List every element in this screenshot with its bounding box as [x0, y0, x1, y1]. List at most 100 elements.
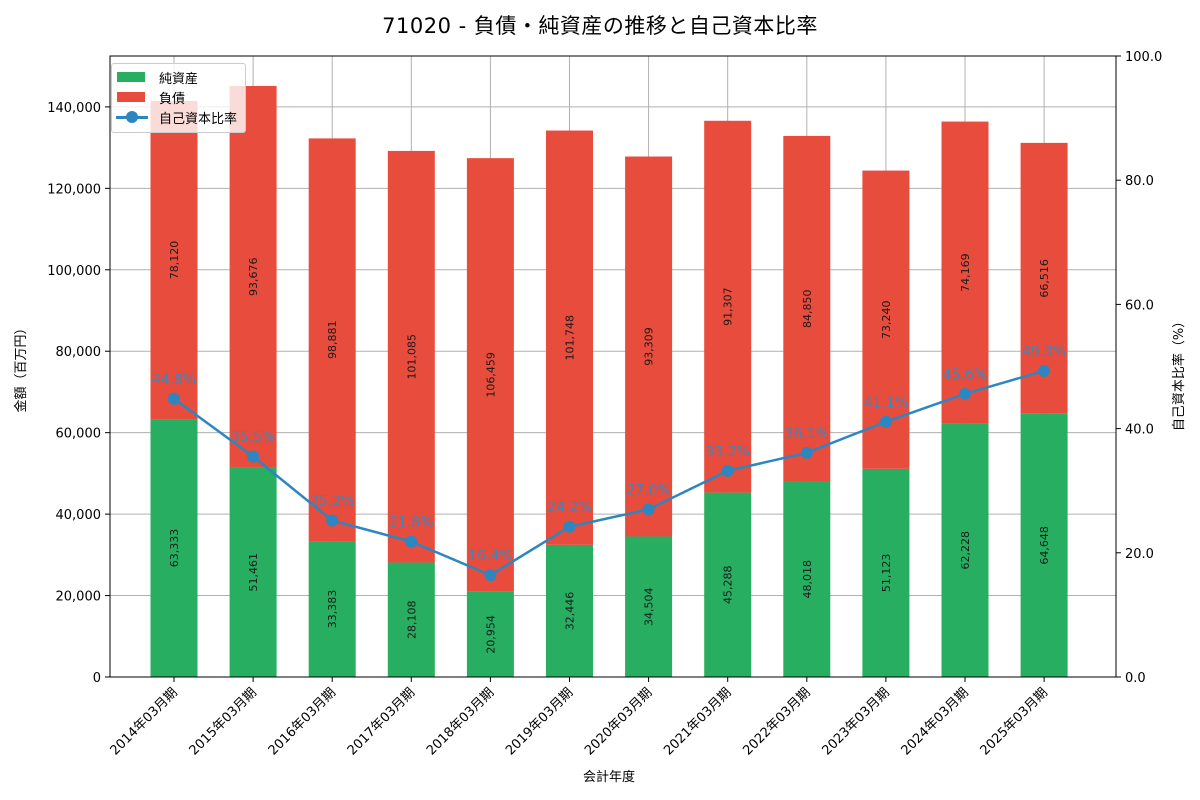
- net-assets-bar: [229, 467, 277, 677]
- net-assets-swatch-icon: [117, 72, 145, 82]
- equity-ratio-marker: [405, 535, 418, 548]
- equity-ratio-value-label: 36.1%: [785, 426, 829, 442]
- y-left-axis-title: 金額（百万円）: [13, 321, 29, 412]
- x-tick-label: 2019年03月期: [503, 685, 576, 758]
- liabilities-value-label: 98,881: [326, 320, 339, 359]
- liabilities-value-label: 84,850: [801, 289, 814, 328]
- liabilities-bar: [466, 158, 514, 592]
- equity-ratio-marker: [800, 446, 813, 459]
- x-tick-label: 2024年03月期: [899, 685, 972, 758]
- y-right-tick-label: 100.0: [1125, 50, 1162, 65]
- equity-ratio-marker: [484, 569, 497, 582]
- net-assets-bar: [941, 423, 989, 677]
- chart-title: 71020 - 負債・純資産の推移と自己資本比率: [382, 14, 818, 38]
- net-assets-bar: [308, 541, 356, 677]
- liabilities-value-label: 74,169: [959, 253, 972, 292]
- legend-item-liabilities: 負債: [112, 87, 185, 107]
- x-axis-title: 会計年度: [583, 769, 635, 785]
- liabilities-bar: [387, 150, 435, 563]
- liabilities-value-label: 106,459: [484, 352, 497, 398]
- liabilities-swatch-icon: [117, 92, 145, 102]
- net-assets-bar: [546, 544, 593, 677]
- legend-item-net-assets: 純資産: [112, 67, 198, 87]
- x-tick-label: 2015年03月期: [187, 685, 260, 758]
- liabilities-value-label: 101,748: [564, 315, 577, 361]
- equity-ratio-polyline: [173, 369, 1045, 577]
- net-assets-bar: [387, 562, 435, 677]
- y-right-axis-title: 自己資本比率（%）: [1171, 315, 1187, 431]
- net-assets-value-label: 32,446: [564, 592, 577, 631]
- liabilities-bar: [704, 120, 752, 493]
- equity-ratio-marker: [168, 392, 180, 405]
- equity-ratio-marker: [247, 450, 260, 463]
- y-right-tick-label: 40.0: [1125, 423, 1154, 438]
- equity-ratio-value-label: 35.5%: [231, 430, 275, 446]
- equity-ratio-marker: [326, 514, 339, 527]
- legend-label: 負債: [159, 91, 186, 107]
- equity-ratio-marker: [563, 520, 576, 533]
- net-assets-value-label: 20,954: [484, 615, 497, 654]
- y-right-tick-label: 60.0: [1125, 298, 1154, 313]
- liabilities-value-label: 101,085: [405, 334, 418, 380]
- net-assets-value-label: 34,504: [643, 587, 656, 626]
- axes: 0 20,000 40,000 60,000 80,000 100,000 120,000 1…: [47, 50, 1162, 759]
- x-tick-label: 2020年03月期: [582, 685, 655, 758]
- equity-ratio-value-label: 27.0%: [626, 482, 670, 498]
- y-right-tick-label: 20.0: [1125, 547, 1154, 562]
- legend-label: 純資産: [159, 71, 199, 87]
- equity-ratio-value-label: 25.2%: [310, 494, 354, 510]
- equity-ratio-value-label: 33.2%: [705, 444, 749, 460]
- equity-ratio-value-label: 45.6%: [943, 367, 987, 383]
- bar-series: 63,333 78,120 51,461 93,676 33,383 98,881 28,1…: [150, 85, 1068, 677]
- x-tick-label: 2016年03月期: [266, 685, 339, 758]
- equity-ratio-value-label: 24.2%: [547, 500, 591, 516]
- equity-ratio-marker: [642, 503, 655, 516]
- y-left-tick-label: 100,000: [47, 264, 101, 279]
- liabilities-bar: [783, 135, 831, 482]
- x-tick-label: 2014年03月期: [108, 685, 181, 758]
- x-tick-label: 2018年03月期: [424, 685, 497, 758]
- equity-ratio-value-label: 21.8%: [389, 515, 433, 531]
- line-marker-icon: [116, 111, 148, 123]
- liabilities-bar: [546, 130, 593, 545]
- liabilities-value-label: 93,676: [247, 257, 260, 296]
- liabilities-value-label: 91,307: [722, 287, 735, 326]
- liabilities-bar: [941, 121, 989, 424]
- net-assets-bar: [150, 419, 198, 677]
- net-assets-bar: [1020, 413, 1068, 677]
- equity-ratio-value-label: 16.4%: [468, 548, 512, 564]
- legend: 純資産 負債 自己資本比率: [111, 63, 246, 133]
- x-tick-label: 2017年03月期: [345, 685, 418, 758]
- equity-ratio-marker: [879, 415, 892, 428]
- y-left-tick-label: 120,000: [47, 182, 101, 197]
- net-assets-value-label: 33,383: [326, 590, 339, 629]
- net-assets-bar: [466, 591, 514, 677]
- y-left-tick-label: 20,000: [56, 590, 102, 605]
- y-left-tick-label: 140,000: [47, 101, 101, 116]
- x-tick-label: 2022年03月期: [740, 685, 813, 758]
- y-right-tick-label: 80.0: [1125, 174, 1154, 189]
- legend-label: 自己資本比率: [159, 111, 238, 127]
- liabilities-value-label: 66,516: [1038, 259, 1051, 298]
- y-left-tick-label: 0: [93, 671, 101, 686]
- liabilities-value-label: 93,309: [643, 327, 656, 366]
- net-assets-value-label: 28,108: [405, 601, 418, 640]
- y-left-tick-label: 80,000: [56, 345, 102, 360]
- plot-frame: [109, 55, 1117, 678]
- net-assets-value-label: 48,018: [801, 560, 814, 599]
- net-assets-value-label: 45,288: [722, 566, 735, 605]
- liabilities-bar: [229, 85, 277, 468]
- net-assets-bar: [862, 468, 910, 677]
- y-left-tick-label: 60,000: [56, 427, 102, 442]
- x-tick-label: 2025年03月期: [978, 685, 1051, 758]
- x-tick-label: 2021年03月期: [661, 685, 734, 758]
- liabilities-bar: [150, 100, 198, 420]
- equity-ratio-marker: [1038, 364, 1051, 377]
- equity-ratio-value-label: 49.3%: [1022, 344, 1066, 360]
- liabilities-value-label: 73,240: [880, 300, 893, 339]
- x-tick-label: 2023年03月期: [819, 685, 892, 758]
- y-right-tick-label: 0.0: [1125, 671, 1146, 686]
- net-assets-value-label: 64,648: [1038, 526, 1051, 565]
- net-assets-bar: [625, 536, 673, 677]
